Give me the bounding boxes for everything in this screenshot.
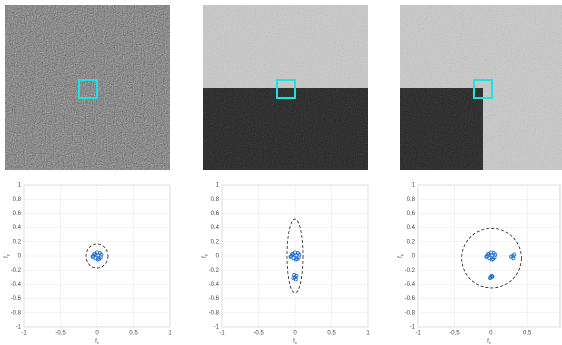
x-tick-label: 0.5 bbox=[327, 331, 336, 337]
x-tick-label: 1 bbox=[168, 331, 172, 337]
y-tick-label: -0.8 bbox=[11, 310, 22, 316]
y-tick-label: -0.4 bbox=[209, 282, 220, 288]
y-tick-label: 1 bbox=[216, 183, 220, 189]
image-2 bbox=[203, 5, 368, 170]
y-label-subscript: y bbox=[203, 254, 208, 256]
y-tick-label: 0.8 bbox=[211, 197, 220, 203]
y-tick-label: 0 bbox=[18, 254, 22, 260]
x-label-subscript: x bbox=[97, 340, 99, 345]
y-tick-label: -0.8 bbox=[209, 310, 220, 316]
y-tick-label: -0.6 bbox=[209, 296, 220, 302]
x-tick-label: -1 bbox=[21, 331, 27, 337]
y-tick-label: -0.6 bbox=[405, 296, 416, 302]
y-tick-label: 0.4 bbox=[211, 225, 220, 231]
y-tick-label: 0 bbox=[216, 254, 220, 260]
y-tick-label: -1 bbox=[410, 325, 416, 331]
y-tick-label: 0.2 bbox=[407, 239, 416, 245]
x-tick-label: -0.5 bbox=[55, 331, 66, 337]
x-tick-label: -1 bbox=[415, 331, 421, 337]
x-axis-label: fx bbox=[487, 339, 491, 345]
y-label-subscript: y bbox=[5, 254, 10, 256]
y-tick-label: -0.2 bbox=[11, 268, 22, 274]
y-tick-label: -0.6 bbox=[11, 296, 22, 302]
x-tick-label: 0 bbox=[489, 331, 493, 337]
y-tick-label: -0.4 bbox=[405, 282, 416, 288]
y-tick-label: 1 bbox=[18, 183, 22, 189]
y-tick-label: -0.8 bbox=[405, 310, 416, 316]
y-tick-label: -0.4 bbox=[11, 282, 22, 288]
figure: -1 -0.5 0 0.5 1 1 0.8 0.6 0.4 0.2 0 -0.2 -0.4 -0.6 -0.… bbox=[0, 0, 562, 345]
x-tick-label: -0.5 bbox=[253, 331, 264, 337]
x-tick-label: -1 bbox=[219, 331, 225, 337]
x-label-subscript: x bbox=[489, 340, 491, 345]
x-tick-label: 0 bbox=[95, 331, 99, 337]
image-1 bbox=[5, 5, 170, 170]
y-tick-label: 0.8 bbox=[407, 197, 416, 203]
y-tick-label: 0.8 bbox=[13, 197, 22, 203]
y-tick-label: -0.2 bbox=[209, 268, 220, 274]
y-axis-label: fy bbox=[398, 254, 404, 258]
y-label-subscript: y bbox=[399, 254, 404, 256]
y-tick-label: 0.2 bbox=[211, 239, 220, 245]
y-tick-label: -0.2 bbox=[405, 268, 416, 274]
x-axis-label: fx bbox=[293, 339, 297, 345]
y-tick-label: -1 bbox=[214, 325, 220, 331]
x-tick-label: 0 bbox=[293, 331, 297, 337]
y-tick-label: -1 bbox=[16, 325, 22, 331]
y-tick-label: 1 bbox=[412, 183, 416, 189]
x-tick-label: -0.5 bbox=[449, 331, 460, 337]
x-axis-label: fx bbox=[95, 339, 99, 345]
y-tick-label: 0.6 bbox=[407, 211, 416, 217]
x-label-subscript: x bbox=[295, 340, 297, 345]
image-3 bbox=[400, 5, 562, 170]
y-tick-label: 0 bbox=[412, 254, 416, 260]
y-tick-label: 0.4 bbox=[13, 225, 22, 231]
y-axis-label: fy bbox=[4, 254, 10, 258]
y-axis-label: fy bbox=[202, 254, 208, 258]
y-tick-label: 0.6 bbox=[13, 211, 22, 217]
x-tick-label: 0.5 bbox=[523, 331, 532, 337]
x-tick-label: 1 bbox=[366, 331, 370, 337]
y-tick-label: 0.6 bbox=[211, 211, 220, 217]
y-tick-label: 0.2 bbox=[13, 239, 22, 245]
x-tick-label: 0.5 bbox=[129, 331, 138, 337]
y-tick-label: 0.4 bbox=[407, 225, 416, 231]
